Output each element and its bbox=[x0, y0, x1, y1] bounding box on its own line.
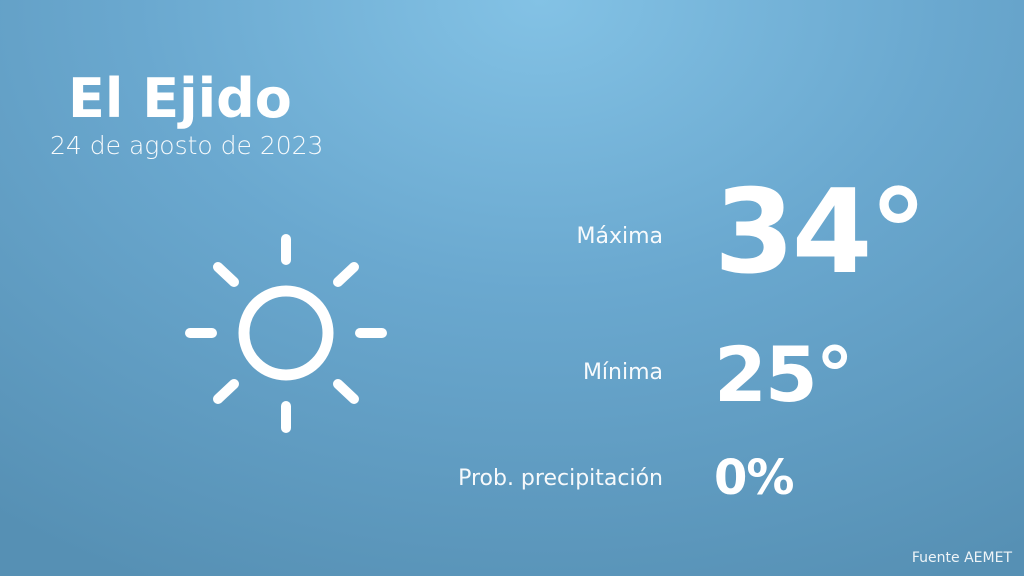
sun-icon bbox=[185, 234, 387, 433]
forecast-date: 24 de agosto de 2023 bbox=[50, 131, 324, 160]
precip-value: 0% bbox=[714, 450, 794, 506]
min-temp-label: Mínima bbox=[582, 360, 663, 385]
min-temp-value: 25° bbox=[714, 330, 854, 419]
source-credit: Fuente AEMET bbox=[911, 550, 1012, 566]
max-temp-value: 34° bbox=[714, 165, 927, 300]
max-temp-label: Máxima bbox=[576, 224, 663, 249]
precip-label: Prob. precipitación bbox=[458, 466, 663, 491]
city-title: El Ejido bbox=[68, 67, 292, 130]
